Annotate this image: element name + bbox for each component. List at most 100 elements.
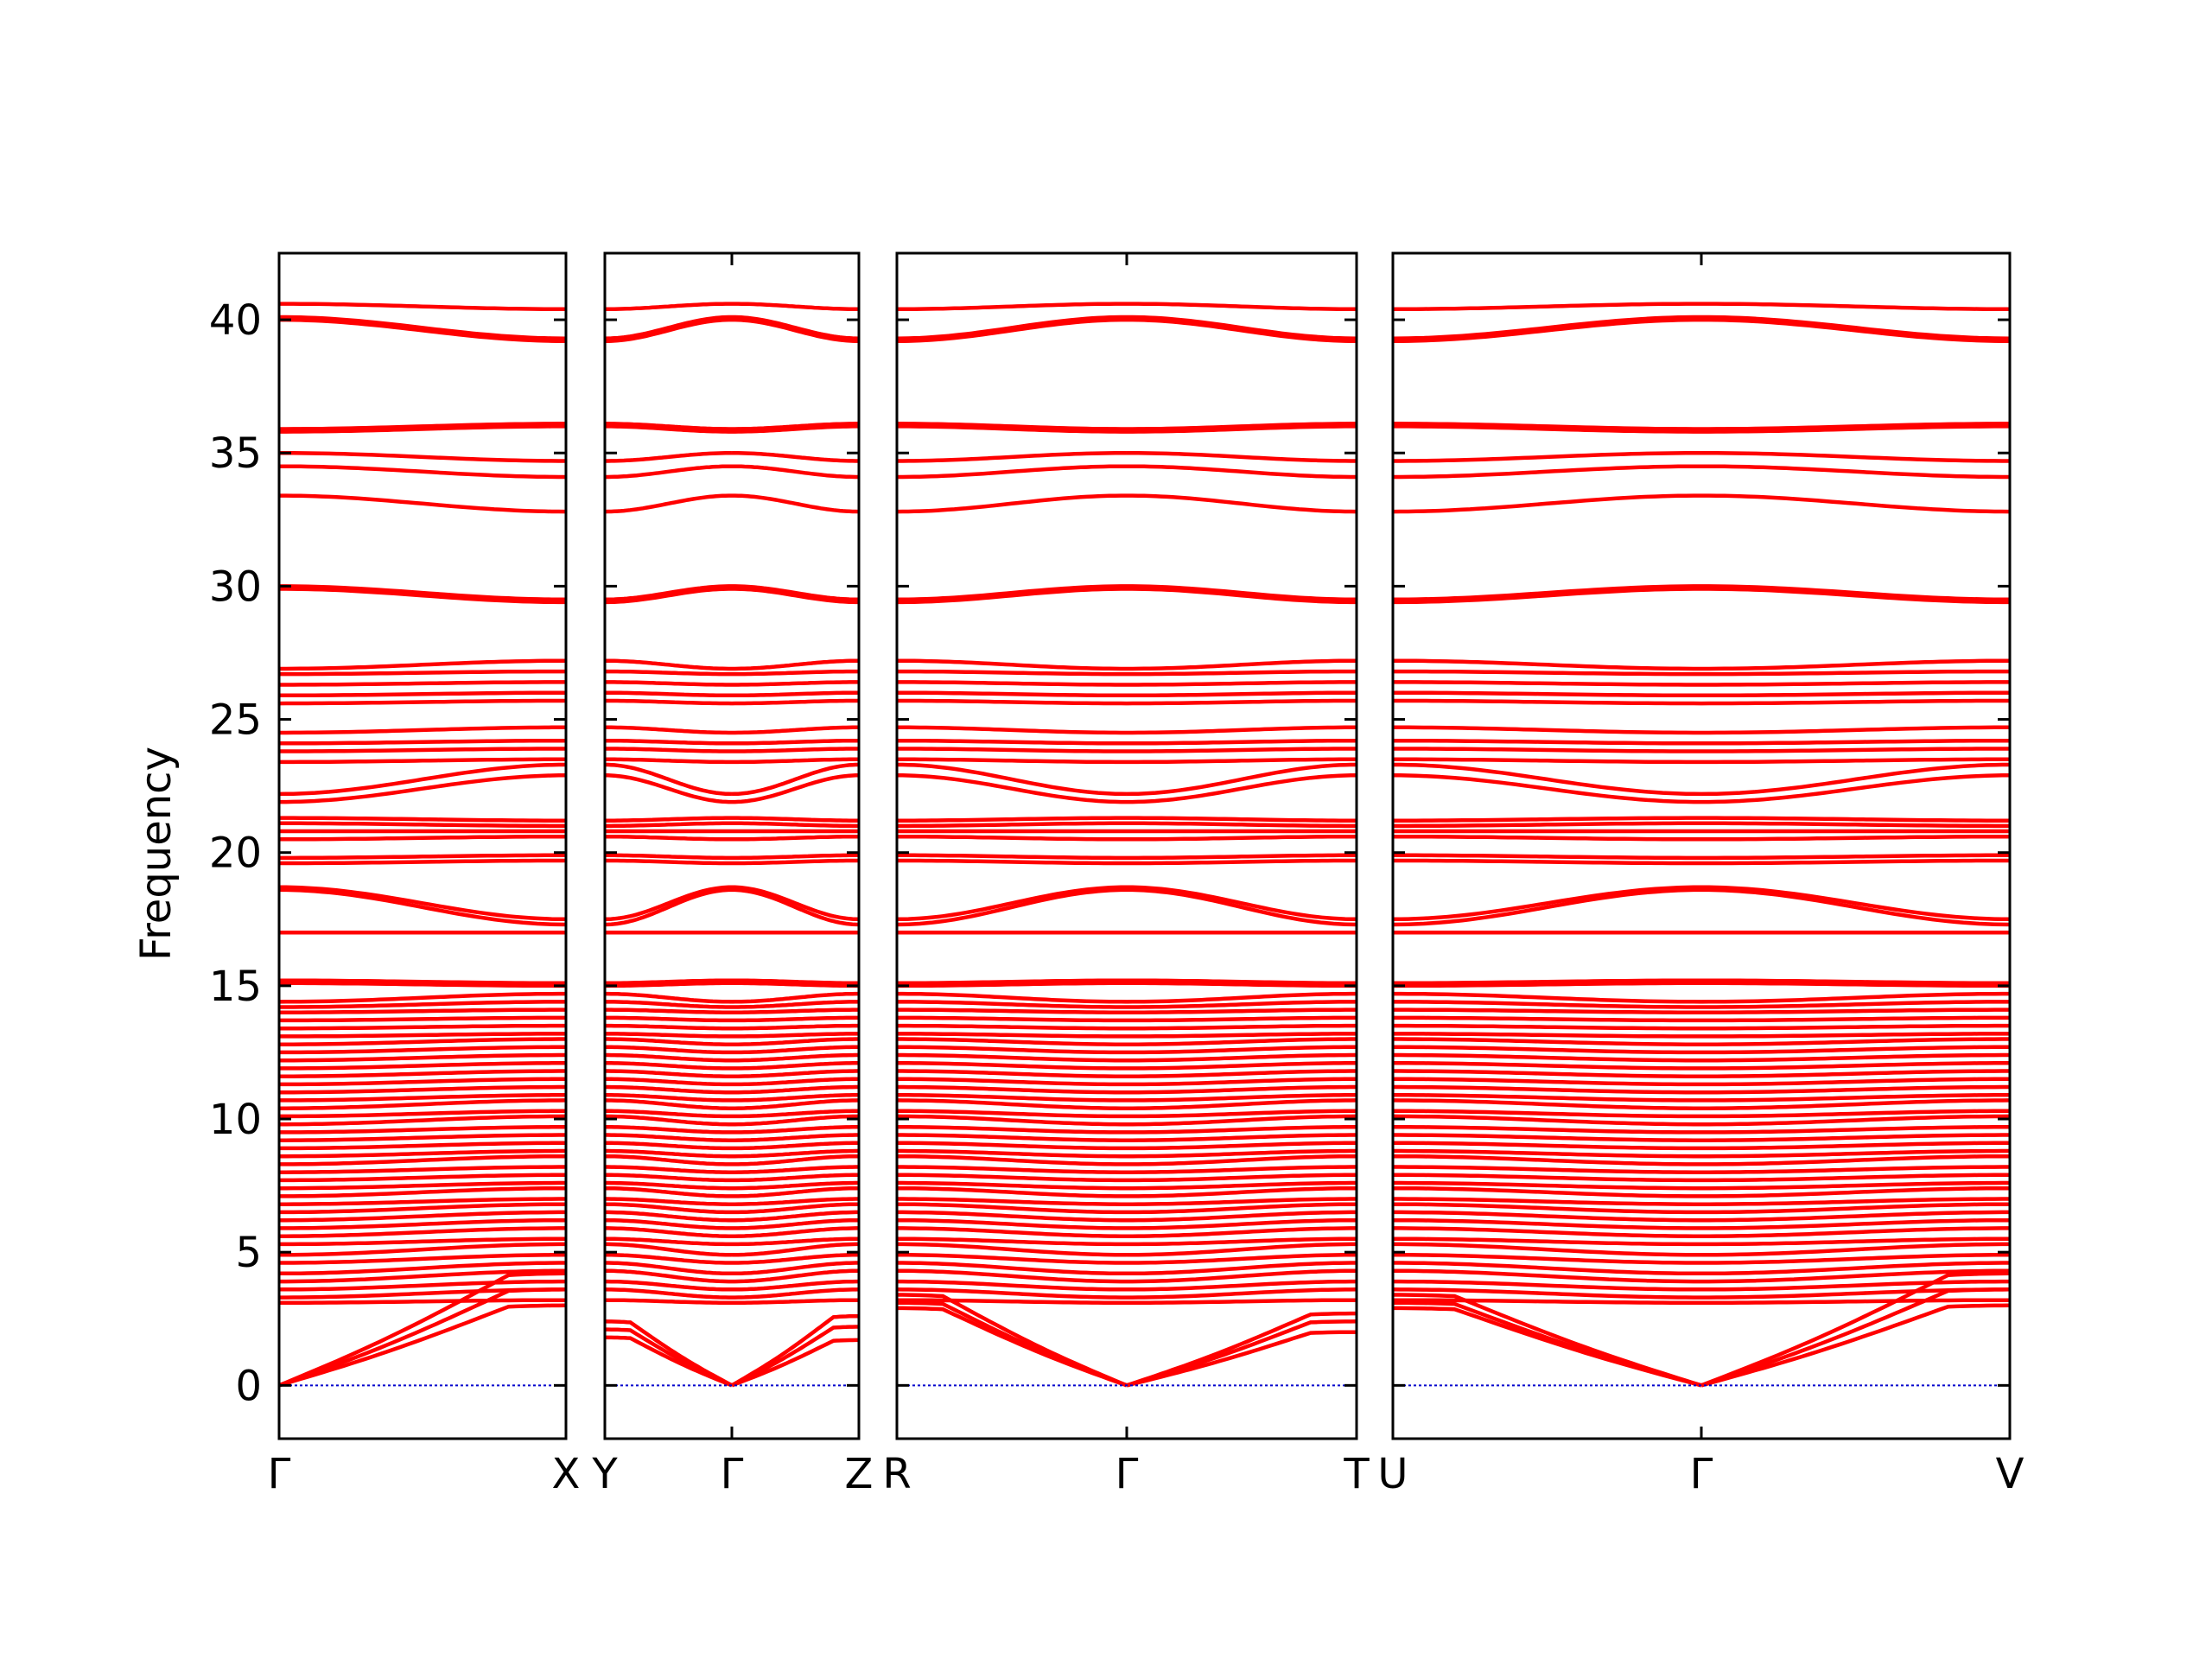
band-line xyxy=(732,1109,859,1119)
band-line xyxy=(1393,1069,1701,1078)
band-line xyxy=(1127,1180,1357,1191)
band-line xyxy=(605,1236,732,1247)
band-line xyxy=(1127,315,1357,340)
band-line xyxy=(896,1114,1127,1127)
band-line xyxy=(731,991,859,1004)
band-line xyxy=(1393,1133,1701,1142)
band-line xyxy=(1127,1125,1357,1135)
band-line xyxy=(605,773,732,804)
band-line xyxy=(1393,1165,1701,1174)
x-tick-label: Γ xyxy=(1116,1450,1139,1498)
band-line xyxy=(605,1298,732,1306)
x-tick-label: Γ xyxy=(268,1450,291,1498)
band-line xyxy=(605,1185,732,1198)
band-line xyxy=(1393,1000,1701,1009)
x-tick-label: Z xyxy=(845,1450,874,1498)
band-line xyxy=(897,1093,1127,1103)
band-line xyxy=(1701,747,2010,753)
band-line xyxy=(897,1007,1127,1014)
band-line xyxy=(732,757,859,765)
band-line xyxy=(897,422,1127,431)
band-line xyxy=(1701,587,2010,605)
band-line xyxy=(605,1133,732,1142)
band-line xyxy=(732,1185,859,1198)
band-line xyxy=(1126,450,1357,463)
band-line xyxy=(1701,1098,2011,1110)
band-line xyxy=(897,991,1128,1004)
band-line xyxy=(1701,1032,2010,1039)
band-line xyxy=(1127,1287,1357,1300)
band-line xyxy=(1127,1210,1357,1223)
band-line xyxy=(279,1098,567,1110)
band-line xyxy=(279,1032,566,1039)
band-line xyxy=(732,1037,859,1046)
band-line xyxy=(1393,584,1701,602)
band-line xyxy=(605,834,732,842)
band-line xyxy=(1393,1148,1701,1159)
band-line xyxy=(1127,1185,1357,1198)
band-line xyxy=(1701,680,2010,687)
band-line xyxy=(897,858,1127,866)
y-axis-title: Frequency xyxy=(132,747,181,961)
acoustic-branch-line xyxy=(1700,1287,2011,1388)
band-line xyxy=(1701,422,2010,431)
band-line xyxy=(279,1154,566,1166)
band-line xyxy=(278,698,566,706)
band-line xyxy=(1701,1037,2010,1046)
band-line xyxy=(732,1052,859,1063)
band-line xyxy=(732,1217,859,1230)
band-line xyxy=(279,1298,566,1306)
band-line xyxy=(732,1236,859,1247)
band-line xyxy=(605,821,732,829)
band-line xyxy=(897,1210,1127,1223)
x-tick-label: Y xyxy=(591,1450,618,1498)
band-line xyxy=(1393,669,1701,677)
band-line xyxy=(731,698,859,706)
band-line xyxy=(279,669,566,677)
band-line xyxy=(897,584,1127,602)
band-line xyxy=(732,1210,859,1223)
band-line xyxy=(732,1180,859,1191)
band-line xyxy=(1393,1015,1701,1023)
band-line xyxy=(1701,887,2011,927)
band-line xyxy=(897,853,1127,861)
band-line xyxy=(732,1287,860,1300)
band-line xyxy=(1393,1023,1701,1031)
band-line xyxy=(278,450,566,463)
x-tick-label: Γ xyxy=(721,1450,744,1498)
band-line xyxy=(605,1180,732,1191)
band-line xyxy=(732,1015,859,1023)
band-line xyxy=(732,680,859,687)
band-line xyxy=(732,1279,859,1292)
band-line xyxy=(279,1061,566,1071)
band-line xyxy=(732,302,859,311)
band-line xyxy=(1127,464,1357,480)
band-line xyxy=(897,1061,1127,1071)
band-line xyxy=(1393,1268,1701,1284)
band-line xyxy=(732,1098,860,1110)
band-line xyxy=(1701,493,2011,514)
band-line xyxy=(1127,1133,1357,1142)
y-tick-label: 25 xyxy=(209,696,262,745)
band-line xyxy=(605,1077,732,1087)
band-line xyxy=(1393,762,1702,797)
band-line xyxy=(897,1154,1127,1166)
band-line xyxy=(1127,1165,1357,1174)
band-line xyxy=(1701,858,2010,866)
band-line xyxy=(1393,1141,1701,1151)
band-line xyxy=(605,816,732,823)
band-line xyxy=(732,1007,859,1014)
band-line xyxy=(605,1037,732,1046)
band-line xyxy=(732,1261,859,1276)
band-line xyxy=(732,1084,859,1095)
band-line xyxy=(732,1000,859,1009)
band-line xyxy=(897,1141,1127,1151)
band-line xyxy=(1701,424,2010,434)
band-line xyxy=(1127,1032,1357,1039)
band-line xyxy=(897,1268,1127,1284)
band-line xyxy=(1393,1061,1701,1071)
band-line xyxy=(1127,1052,1357,1063)
band-line xyxy=(1127,1023,1357,1031)
band-line xyxy=(897,1000,1127,1009)
y-tick-label: 40 xyxy=(209,296,262,345)
